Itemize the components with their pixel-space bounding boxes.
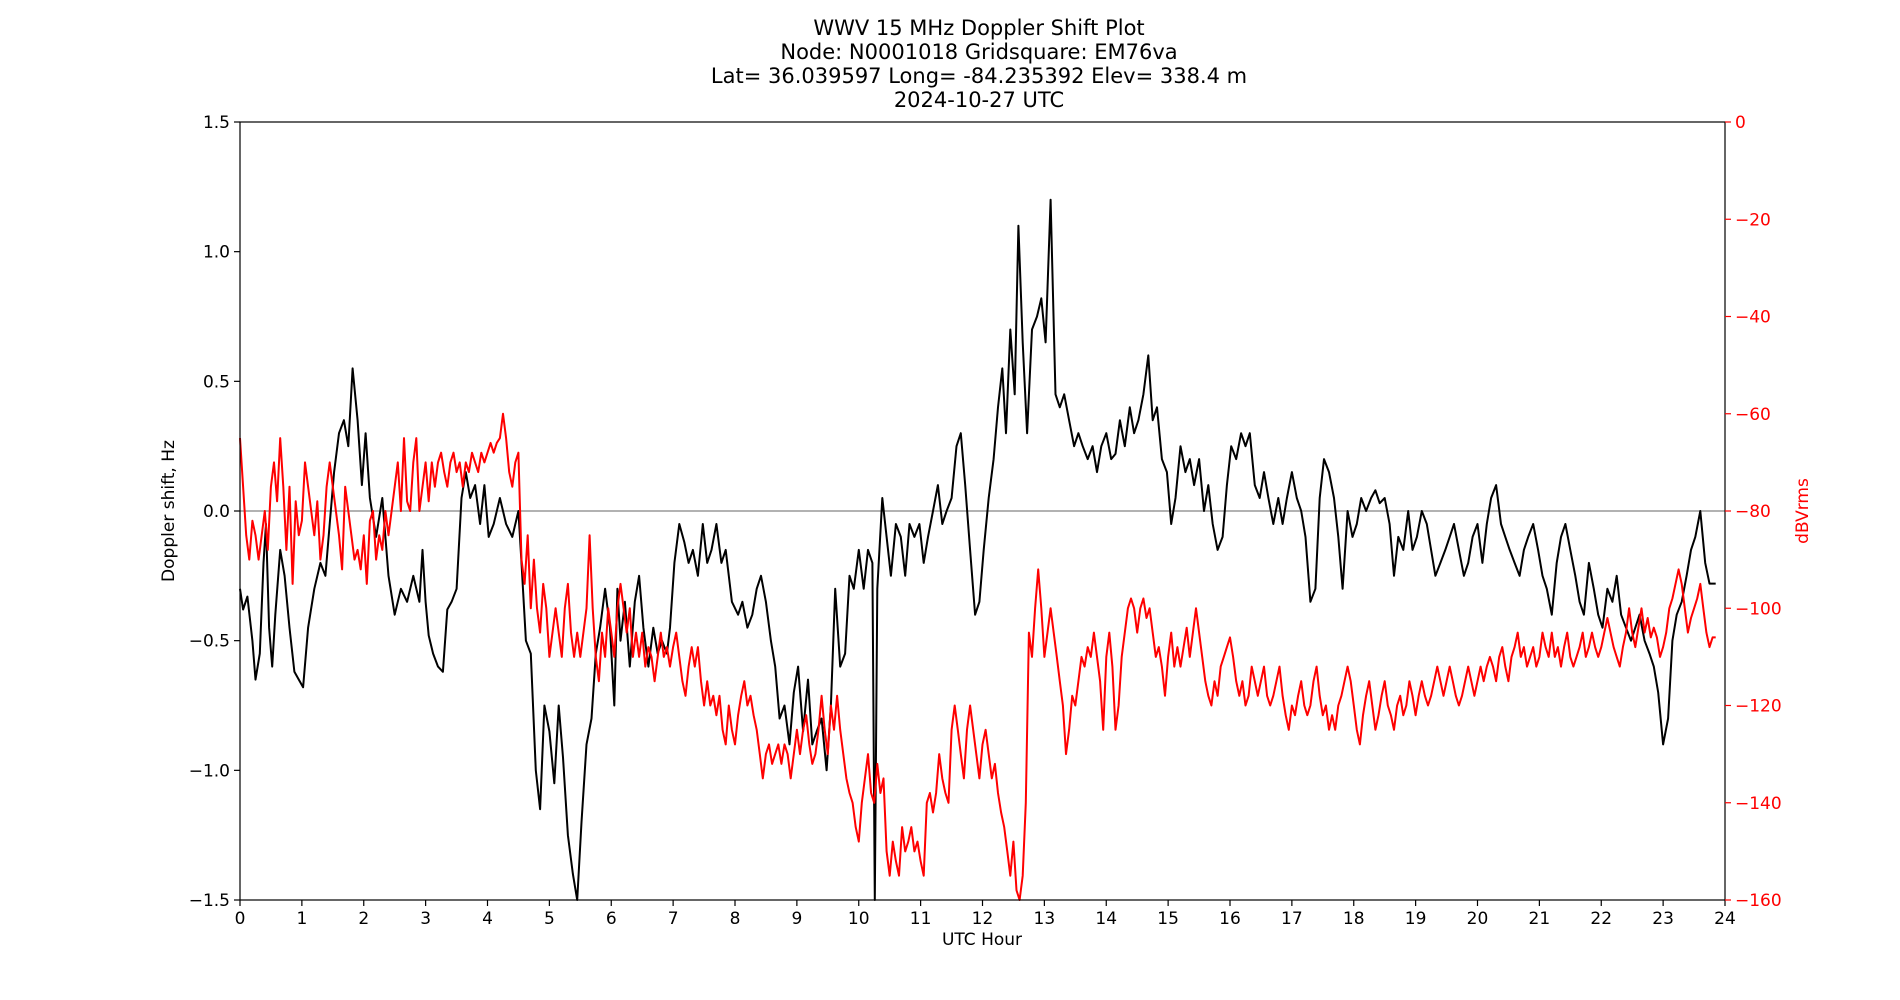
x-tick-label: 3 (420, 909, 431, 929)
x-tick-label: 21 (1529, 909, 1551, 929)
x-tick-label: 18 (1343, 909, 1365, 929)
x-tick-label: 12 (972, 909, 994, 929)
y-left-tick-label: 0.5 (203, 372, 230, 392)
x-tick-label: 11 (910, 909, 932, 929)
x-axis-ticks: 0 1 2 3 4 5 6 7 8 9 10 11 12 13 14 15 16 17 18 19 20 21 22 23 24 (235, 900, 1736, 929)
y-left-tick-label: −1.5 (189, 891, 230, 911)
x-tick-label: 17 (1281, 909, 1303, 929)
y-axis-left-label: Doppler shift, Hz (159, 440, 179, 582)
title-line-1: WWV 15 MHz Doppler Shift Plot (813, 16, 1144, 40)
y-right-tick-label: −120 (1735, 697, 1782, 717)
x-tick-label: 6 (606, 909, 617, 929)
x-tick-label: 13 (1034, 909, 1056, 929)
x-axis-label: UTC Hour (942, 930, 1022, 950)
x-tick-label: 23 (1652, 909, 1674, 929)
x-tick-label: 8 (730, 909, 741, 929)
y-right-tick-label: 0 (1735, 113, 1746, 133)
series-layer (239, 198, 1716, 901)
x-tick-label: 19 (1405, 909, 1427, 929)
y-right-tick-label: −80 (1735, 502, 1771, 522)
chart-title: WWV 15 MHz Doppler Shift Plot Node: N000… (711, 16, 1247, 112)
x-tick-label: 0 (235, 909, 246, 929)
signal-level-line (239, 412, 1716, 901)
y-right-tick-label: −40 (1735, 308, 1771, 328)
x-tick-label: 20 (1467, 909, 1489, 929)
y-right-tick-label: −100 (1735, 599, 1782, 619)
x-tick-label: 15 (1157, 909, 1179, 929)
x-tick-label: 16 (1219, 909, 1241, 929)
title-line-4: 2024-10-27 UTC (894, 88, 1064, 112)
y-axis-right-label: dBVrms (1793, 478, 1813, 544)
x-tick-label: 5 (544, 909, 555, 929)
x-tick-label: 24 (1714, 909, 1736, 929)
y-right-tick-label: −140 (1735, 794, 1782, 814)
x-tick-label: 1 (296, 909, 307, 929)
y-left-tick-label: −0.5 (189, 632, 230, 652)
x-tick-label: 9 (791, 909, 802, 929)
y-left-tick-label: −1.0 (189, 761, 230, 781)
title-line-2: Node: N0001018 Gridsquare: EM76va (780, 40, 1177, 64)
y-right-tick-label: −160 (1735, 891, 1782, 911)
x-tick-label: 10 (848, 909, 870, 929)
y-left-tick-label: 1.5 (203, 113, 230, 133)
title-line-3: Lat= 36.039597 Long= -84.235392 Elev= 33… (711, 64, 1247, 88)
y-right-tick-label: −20 (1735, 210, 1771, 230)
y-left-tick-label: 1.0 (203, 243, 230, 263)
x-tick-label: 7 (668, 909, 679, 929)
y-left-tick-label: 0.0 (203, 502, 230, 522)
y-right-tick-label: −60 (1735, 405, 1771, 425)
doppler-shift-line (239, 198, 1716, 901)
x-tick-label: 14 (1095, 909, 1117, 929)
x-tick-label: 22 (1590, 909, 1612, 929)
x-tick-label: 2 (358, 909, 369, 929)
y-axis-right-ticks: −160 −140 −120 −100 −80 −60 −40 −20 0 (1725, 113, 1782, 911)
x-tick-label: 4 (482, 909, 493, 929)
y-axis-left-ticks: −1.5 −1.0 −0.5 0.0 0.5 1.0 1.5 (189, 113, 240, 911)
